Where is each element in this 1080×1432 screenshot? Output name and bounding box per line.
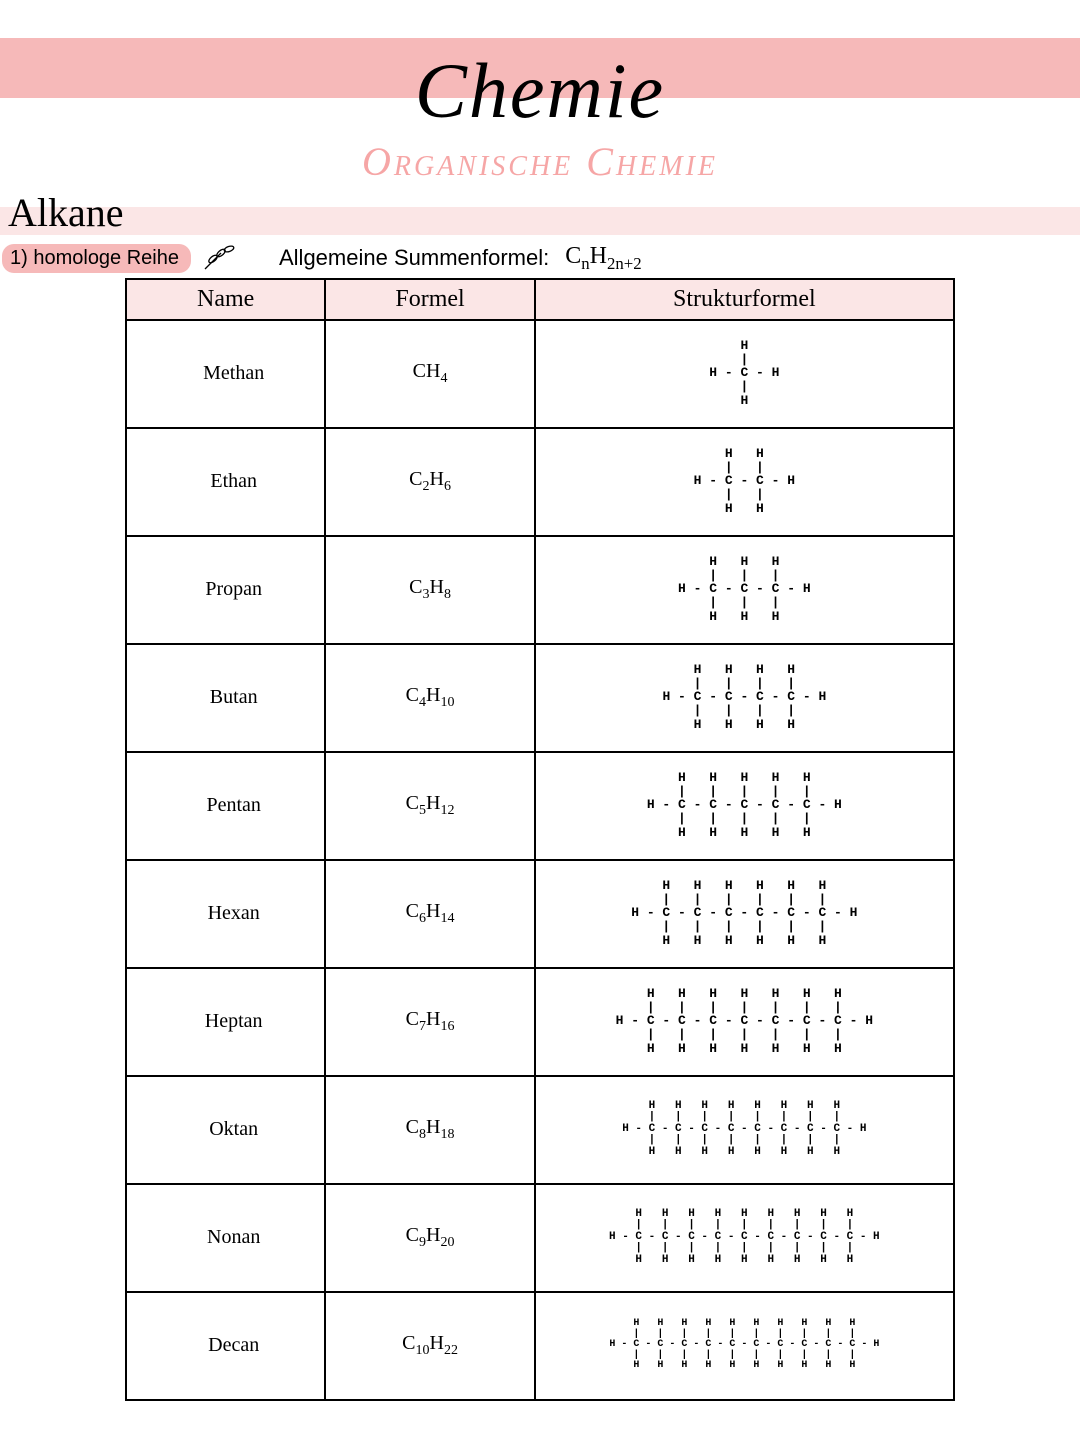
name-cell: Propan (126, 536, 325, 644)
structural-formula: H H H H H H | | | | | | H - C - C - C - … (631, 879, 857, 947)
struct-cell: H H H H H | | | | | H - C - C - C - C - … (535, 752, 954, 860)
struct-cell: H H H | | | H - C - C - C - H | | | H H … (535, 536, 954, 644)
formula-cell: C10H22 (325, 1292, 534, 1400)
table-row: ButanC4H10 H H H H | | | | H - C - C - C… (126, 644, 954, 752)
col-header-name: Name (126, 279, 325, 320)
structural-formula: H H H H H H H H H | | | | | | | | | H - … (609, 1209, 880, 1267)
structural-formula: H H H H | | | | H - C - C - C - C - H | … (662, 663, 826, 731)
table-row: HeptanC7H16 H H H H H H H | | | | | | | … (126, 968, 954, 1076)
page-title: Chemie (0, 46, 1080, 136)
formula-cell: C2H6 (325, 428, 534, 536)
name-cell: Heptan (126, 968, 325, 1076)
structural-formula: H H H H H H H H H H | | | | | | | | | | … (609, 1319, 879, 1372)
structural-formula: H H H | | | H - C - C - C - H | | | H H … (678, 555, 811, 623)
table-row: DecanC10H22 H H H H H H H H H H | | | | … (126, 1292, 954, 1400)
name-cell: Ethan (126, 428, 325, 536)
structural-formula: H H | | H - C - C - H | | H H (694, 447, 795, 515)
name-cell: Methan (126, 320, 325, 428)
name-cell: Pentan (126, 752, 325, 860)
alkane-table: Name Formel Strukturformel MethanCH4 H |… (125, 278, 955, 1401)
name-cell: Butan (126, 644, 325, 752)
table-row: PentanC5H12 H H H H H | | | | | H - C - … (126, 752, 954, 860)
struct-cell: H H H H H H H H H | | | | | | | | | H - … (535, 1184, 954, 1292)
struct-cell: H | H - C - H | H (535, 320, 954, 428)
formula-cell: C4H10 (325, 644, 534, 752)
col-header-struct: Strukturformel (535, 279, 954, 320)
formula-cell: C9H20 (325, 1184, 534, 1292)
struct-cell: H H H H H H H | | | | | | | H - C - C - … (535, 968, 954, 1076)
name-cell: Oktan (126, 1076, 325, 1184)
leaf-icon (201, 243, 241, 273)
subhead-row: 1) homologe Reihe Allgemeine Summenforme… (0, 243, 1080, 274)
table-row: HexanC6H14 H H H H H H | | | | | | H - C… (126, 860, 954, 968)
table-row: OktanC8H18 H H H H H H H H | | | | | | |… (126, 1076, 954, 1184)
section-band: Alkane (0, 207, 1080, 235)
table-row: NonanC9H20 H H H H H H H H H | | | | | |… (126, 1184, 954, 1292)
subhead-label: 1) homologe Reihe (2, 244, 191, 273)
structural-formula: H H H H H H H H | | | | | | | | H - C - … (622, 1101, 866, 1159)
section-title: Alkane (8, 189, 124, 236)
struct-cell: H H H H H H H H H H | | | | | | | | | | … (535, 1292, 954, 1400)
col-header-formula: Formel (325, 279, 534, 320)
struct-cell: H H | | H - C - C - H | | H H (535, 428, 954, 536)
struct-cell: H H H H H H H H | | | | | | | | H - C - … (535, 1076, 954, 1184)
structural-formula: H H H H H | | | | | H - C - C - C - C - … (647, 771, 842, 839)
table-header-row: Name Formel Strukturformel (126, 279, 954, 320)
general-formula-label: Allgemeine Summenformel: (279, 245, 549, 271)
formula-cell: C5H12 (325, 752, 534, 860)
struct-cell: H H H H | | | | H - C - C - C - C - H | … (535, 644, 954, 752)
general-formula: CnH2n+2 (565, 243, 641, 274)
name-cell: Nonan (126, 1184, 325, 1292)
page-subtitle: Organische Chemie (0, 138, 1080, 185)
formula-cell: C8H18 (325, 1076, 534, 1184)
formula-cell: C7H16 (325, 968, 534, 1076)
formula-cell: C6H14 (325, 860, 534, 968)
struct-cell: H H H H H H | | | | | | H - C - C - C - … (535, 860, 954, 968)
formula-cell: C3H8 (325, 536, 534, 644)
name-cell: Hexan (126, 860, 325, 968)
table-row: MethanCH4 H | H - C - H | H (126, 320, 954, 428)
structural-formula: H H H H H H H | | | | | | | H - C - C - … (616, 987, 873, 1055)
structural-formula: H | H - C - H | H (709, 339, 779, 407)
table-row: EthanC2H6 H H | | H - C - C - H | | H H (126, 428, 954, 536)
name-cell: Decan (126, 1292, 325, 1400)
table-row: PropanC3H8 H H H | | | H - C - C - C - H… (126, 536, 954, 644)
formula-cell: CH4 (325, 320, 534, 428)
